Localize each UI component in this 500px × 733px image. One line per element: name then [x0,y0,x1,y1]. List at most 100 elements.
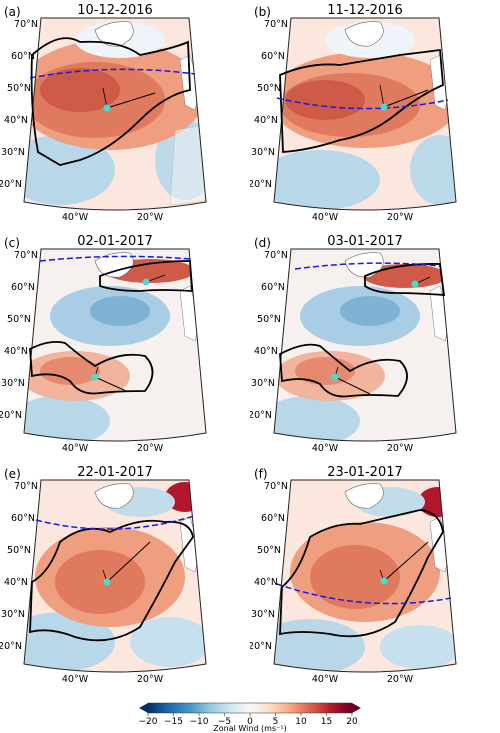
map-frame [273,17,457,211]
colorbar-tick-label: −5 [218,717,231,727]
lon-label: 20°W [387,674,414,685]
lon-label: 20°W [387,212,414,223]
dashed-line [294,262,441,270]
dashed-line [276,583,452,605]
panel-b: (b) 11-12-2016 70°N 60°N 50°N 40°N 30°N … [250,3,457,223]
map-area [274,249,456,441]
colorbar-tick-label: 20 [346,717,358,727]
lat-label: 40°N [4,346,28,357]
colorbar-tick-label: 0 [247,717,253,727]
centroid-marker [411,280,419,288]
axis-line [334,376,371,395]
dashed-line [35,515,195,530]
panel-letter: (e) [4,467,21,481]
panel-letter: (a) [4,5,21,19]
lat-label: 40°N [254,577,278,588]
panel-date: 02-01-2017 [77,234,153,249]
panel-e: (e) 22-01-2017 70°N 60°N 50°N 40°N 30°N … [0,465,207,685]
map-frame [273,479,457,673]
centroid-marker [91,373,99,381]
wind-contour [29,340,154,395]
wind-contour [279,509,444,638]
colorbar-tick-label: 10 [295,717,307,727]
colorbar-tick-label: −15 [164,717,183,727]
lon-label: 40°W [62,212,89,223]
wind-contour [279,343,408,398]
wind-contour [279,48,444,153]
wind-contour [30,37,191,166]
lat-label: 50°N [257,314,281,325]
centroid-marker [380,577,388,585]
lat-label: 50°N [257,545,281,556]
lat-label: 60°N [261,282,285,293]
lat-label: 70°N [264,19,288,30]
map-frame [23,479,207,673]
lat-label: 50°N [257,83,281,94]
lat-label: 20°N [0,641,22,652]
colorbar-arrow-left [139,703,148,713]
panel-a: (a) 10-12-2016 70°N 60°N 50°N 40°N 30°N … [0,3,207,223]
lat-label: 30°N [251,609,275,620]
panel-letter: (b) [254,5,271,19]
centroid-marker [331,373,339,381]
panel-date: 23-01-2017 [327,465,403,480]
dashed-line [29,68,196,79]
lat-label: 20°N [250,410,272,421]
centroid-marker [380,103,388,111]
colorbar-tick-label: 15 [321,717,332,727]
lat-label: 20°N [0,179,22,190]
lat-label: 60°N [11,51,35,62]
map-area [24,249,206,441]
lat-label: 40°N [254,115,278,126]
centroid-marker [103,578,111,586]
wind-contour [29,519,194,642]
lat-label: 40°N [4,115,28,126]
lat-label: 40°N [4,577,28,588]
lon-label: 40°W [312,674,339,685]
centroid-marker [103,104,111,112]
map-area [274,18,456,210]
lat-label: 30°N [1,609,25,620]
map-area [24,480,206,672]
lat-label: 70°N [14,481,38,492]
lon-label: 20°W [137,443,164,454]
lat-label: 20°N [250,641,272,652]
wind-contour [364,263,446,296]
dashed-line [276,97,449,110]
lat-label: 70°N [264,481,288,492]
axis-line [383,89,429,108]
colorbar-tick-label: −10 [190,717,209,727]
colorbar-tick-label: −20 [139,717,158,727]
panel-letter: (d) [254,236,271,250]
lat-label: 30°N [251,378,275,389]
map-frame [23,248,207,442]
lat-label: 70°N [264,250,288,261]
lon-label: 40°W [62,443,89,454]
panel-d: (d) 03-01-2017 70°N 60°N 50°N 40°N 30°N [250,234,457,454]
colorbar-arrow-right [352,703,361,713]
map-area [274,480,456,672]
lat-label: 20°N [0,410,22,421]
lat-label: 60°N [261,513,285,524]
panel-date: 10-12-2016 [77,3,153,18]
lat-label: 30°N [251,147,275,158]
lon-label: 40°W [312,212,339,223]
panel-date: 03-01-2017 [327,234,403,249]
map-frame [23,17,207,211]
axis-line [106,92,156,109]
lat-label: 70°N [14,250,38,261]
axis-line [106,541,151,583]
panel-date: 22-01-2017 [77,465,153,480]
lat-label: 30°N [1,147,25,158]
map-area [24,18,206,210]
panel-f: (f) 23-01-2017 70°N 60°N 50°N 40°N 30°N … [250,465,457,685]
lat-label: 50°N [7,314,31,325]
axis-line [94,376,127,392]
panel-letter: (c) [4,236,20,250]
colorbar-tick-label: 5 [273,717,279,727]
lat-label: 60°N [11,282,35,293]
lon-label: 20°W [137,212,164,223]
lon-label: 20°W [137,674,164,685]
centroid-marker [142,278,150,286]
